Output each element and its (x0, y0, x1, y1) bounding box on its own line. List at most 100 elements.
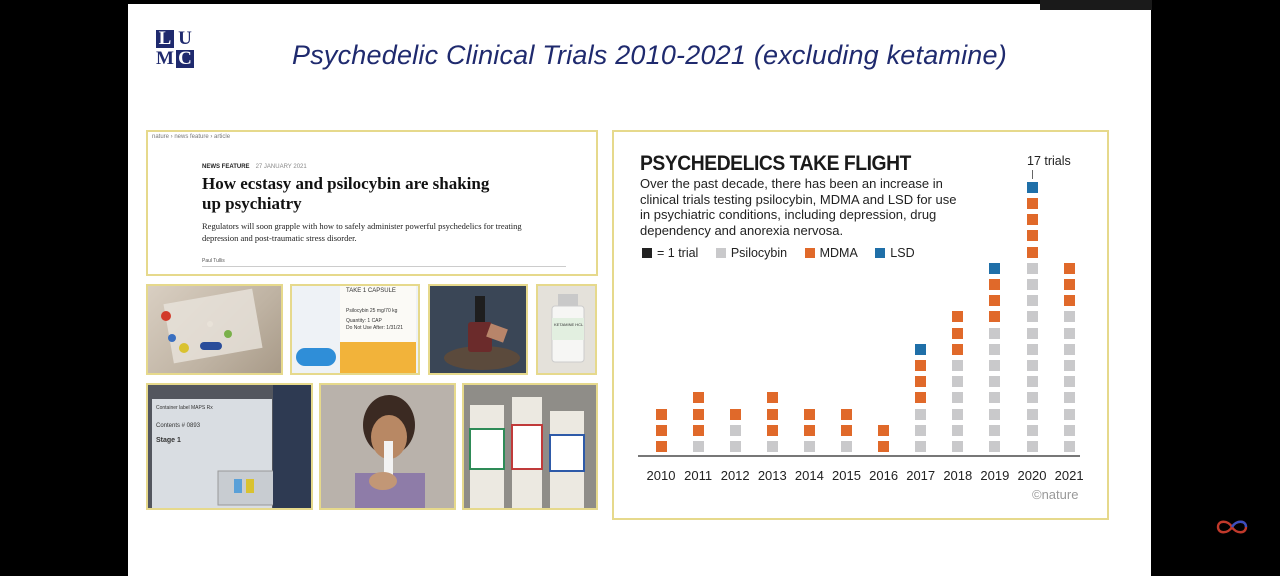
logo-letter-u: U (178, 28, 192, 49)
article-standfirst: Regulators will soon grapple with how to… (202, 221, 522, 243)
x-tick-label: 2011 (684, 468, 713, 483)
x-tick-label: 2017 (906, 468, 936, 483)
bar-unit-mdma (878, 441, 890, 452)
chart-credit: ©nature (1032, 487, 1079, 502)
article-screenshot: nature › news feature › article NEWS FEA… (146, 130, 598, 276)
dropper-bottle-illustration (444, 296, 520, 370)
bar-unit-lsd (1026, 181, 1038, 193)
logo-letter-m: M (156, 48, 174, 69)
article-author: Paul Tullis (202, 258, 225, 264)
photo-ketamine-vial: KETAMINE HCL (536, 284, 597, 375)
divider (202, 266, 566, 267)
legend-unit: = 1 trial (642, 246, 698, 260)
bar-unit-mdma (1063, 279, 1075, 290)
bar-unit-mdma (729, 408, 741, 420)
bar-unit-psilocybin (729, 441, 741, 452)
bar-unit-psilocybin (989, 376, 1001, 388)
bar-unit-psilocybin (952, 408, 964, 420)
bar-unit-psilocybin (1026, 441, 1038, 452)
bar-unit-mdma (952, 327, 964, 339)
legend-label: Psilocybin (730, 246, 788, 260)
bar-unit-psilocybin (766, 441, 778, 452)
bar-unit-psilocybin (989, 408, 1001, 420)
bar-unit-psilocybin (1026, 408, 1038, 420)
bar-unit-psilocybin (1063, 327, 1075, 339)
bar-unit-mdma (803, 408, 815, 420)
bar-unit-psilocybin (1026, 360, 1038, 371)
bar-unit-psilocybin (1026, 392, 1038, 404)
bar-unit-psilocybin (803, 441, 815, 452)
bar-unit-psilocybin (952, 360, 964, 371)
bar-unit-mdma (915, 392, 927, 404)
bar-unit-mdma (1026, 230, 1038, 242)
bar-unit-mdma (1063, 262, 1075, 274)
x-tick-label: 2021 (1054, 468, 1084, 483)
bottle-label-line: Quantity: 1 CAP (346, 318, 382, 324)
bar-unit-psilocybin (989, 327, 1001, 339)
nasal-spray-illustration (355, 395, 425, 508)
bar-unit-psilocybin (1063, 311, 1075, 323)
legend-swatch (804, 248, 815, 258)
bar-unit-psilocybin (915, 424, 927, 436)
chart-subtitle: Over the past decade, there has been an … (640, 176, 957, 238)
legend-label: LSD (890, 246, 915, 260)
bar-unit-mdma (989, 311, 1001, 323)
vials-illustration (469, 397, 585, 508)
bar-unit-mdma (952, 311, 964, 323)
photo-dropper-bottle (428, 284, 528, 375)
legend-mdma: MDMA (804, 246, 858, 260)
bar-unit-psilocybin (1026, 327, 1038, 339)
lumc-logo: L U M C (152, 28, 206, 70)
bar-unit-mdma (803, 424, 815, 436)
bar-unit-psilocybin (1063, 392, 1075, 404)
photo-pill-packets (146, 284, 283, 375)
bar-unit-mdma (655, 441, 667, 452)
article-date: 27 JANUARY 2021 (255, 164, 307, 170)
bottle-label-line: Psilocybin 25 mg/70 kg (346, 308, 398, 314)
legend-psilocybin: Psilocybin (715, 246, 788, 260)
bar-unit-psilocybin (1063, 424, 1075, 436)
bar-unit-mdma (766, 424, 778, 436)
bar-unit-mdma (692, 408, 704, 420)
chart-title: PSYCHEDELICS TAKE FLIGHT (640, 152, 911, 175)
x-tick-label: 2013 (757, 468, 787, 483)
x-tick-label: 2020 (1017, 468, 1047, 483)
legend-label: = 1 trial (657, 246, 699, 260)
bar-unit-psilocybin (1026, 262, 1038, 274)
bar-unit-psilocybin (952, 424, 964, 436)
bar-unit-psilocybin (1026, 424, 1038, 436)
bar-unit-psilocybin (729, 424, 741, 436)
bar-unit-psilocybin (1063, 408, 1075, 420)
bar-unit-psilocybin (1063, 343, 1075, 355)
bar-unit-psilocybin (1026, 279, 1038, 290)
bar-unit-psilocybin (952, 376, 964, 388)
pill-packets-illustration (161, 288, 263, 364)
x-tick-label: 2018 (943, 468, 973, 483)
bar-unit-psilocybin (1063, 360, 1075, 371)
bar-unit-mdma (766, 392, 778, 404)
legend-swatch (642, 248, 652, 258)
bar-unit-mdma (655, 424, 667, 436)
bar-unit-psilocybin (1063, 441, 1075, 452)
bar-unit-psilocybin (1063, 376, 1075, 388)
bar-unit-mdma (692, 424, 704, 436)
chart-legend: = 1 trial Psilocybin MDMA LSD (642, 246, 929, 260)
bar-unit-psilocybin (989, 441, 1001, 452)
bar-unit-mdma (692, 392, 704, 404)
legend-swatch (715, 248, 726, 258)
bar-unit-mdma (766, 408, 778, 420)
photo-mdma-container: Container label MAPS Rx Contents # 0893 … (146, 383, 313, 510)
logo-letter-l: L (156, 29, 174, 48)
x-tick-label: 2012 (720, 468, 750, 483)
bar-unit-mdma (841, 424, 852, 436)
video-thumbnail-strip (1040, 0, 1152, 10)
bar-unit-psilocybin (1026, 311, 1038, 323)
bar-unit-psilocybin (989, 360, 1001, 371)
breadcrumb: nature › news feature › article (152, 134, 231, 140)
legend-lsd: LSD (875, 246, 915, 260)
bar-unit-mdma (952, 343, 964, 355)
photo-psilocybin-bottle: TAKE 1 CAPSULE Psilocybin 25 mg/70 kg Qu… (290, 284, 420, 375)
bar-unit-mdma (1063, 295, 1075, 307)
x-tick-label: 2015 (832, 468, 861, 483)
chart-annotation: 17 trials (1027, 154, 1071, 168)
